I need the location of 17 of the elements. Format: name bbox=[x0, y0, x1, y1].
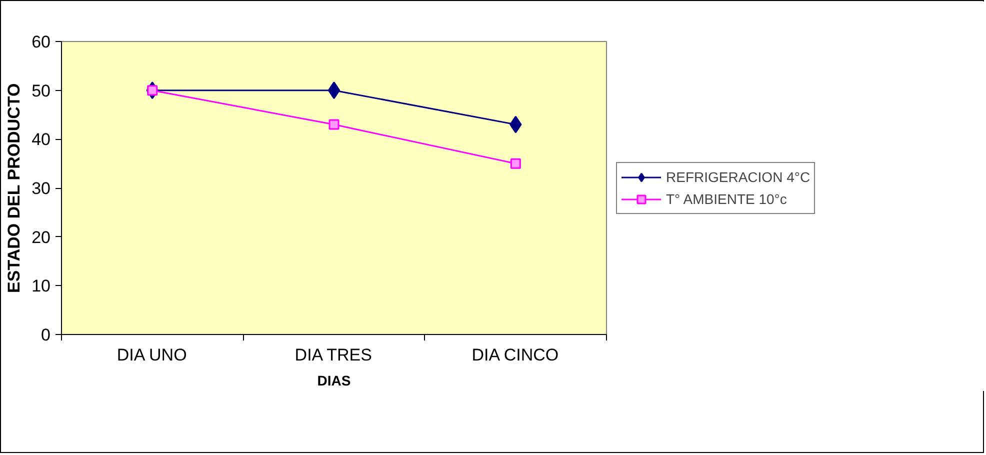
legend-label: REFRIGERACION 4°C bbox=[666, 168, 810, 184]
x-axis-title: DIAS bbox=[317, 372, 351, 388]
point bbox=[328, 82, 340, 100]
y-tick-label: 60 bbox=[32, 32, 51, 52]
y-tick-label: 0 bbox=[41, 326, 51, 344]
point bbox=[328, 119, 340, 130]
y-tick-label: 20 bbox=[32, 228, 51, 247]
y-tick-label: 10 bbox=[32, 276, 51, 296]
x-tick-label: DIA TRES bbox=[294, 346, 372, 364]
legend-label: T° AMBIENTE 10°c bbox=[666, 190, 787, 206]
x-tick-label: DIA UNO bbox=[116, 346, 187, 364]
point bbox=[510, 158, 521, 169]
y-tick-label: 50 bbox=[32, 81, 51, 100]
y-axis-title: ESTADO DEL PRODUCTO bbox=[4, 83, 24, 293]
x-tick-label: DIA CINCO bbox=[472, 346, 559, 364]
y-tick-label: 30 bbox=[32, 179, 51, 198]
y-tick-label: 40 bbox=[32, 130, 51, 150]
